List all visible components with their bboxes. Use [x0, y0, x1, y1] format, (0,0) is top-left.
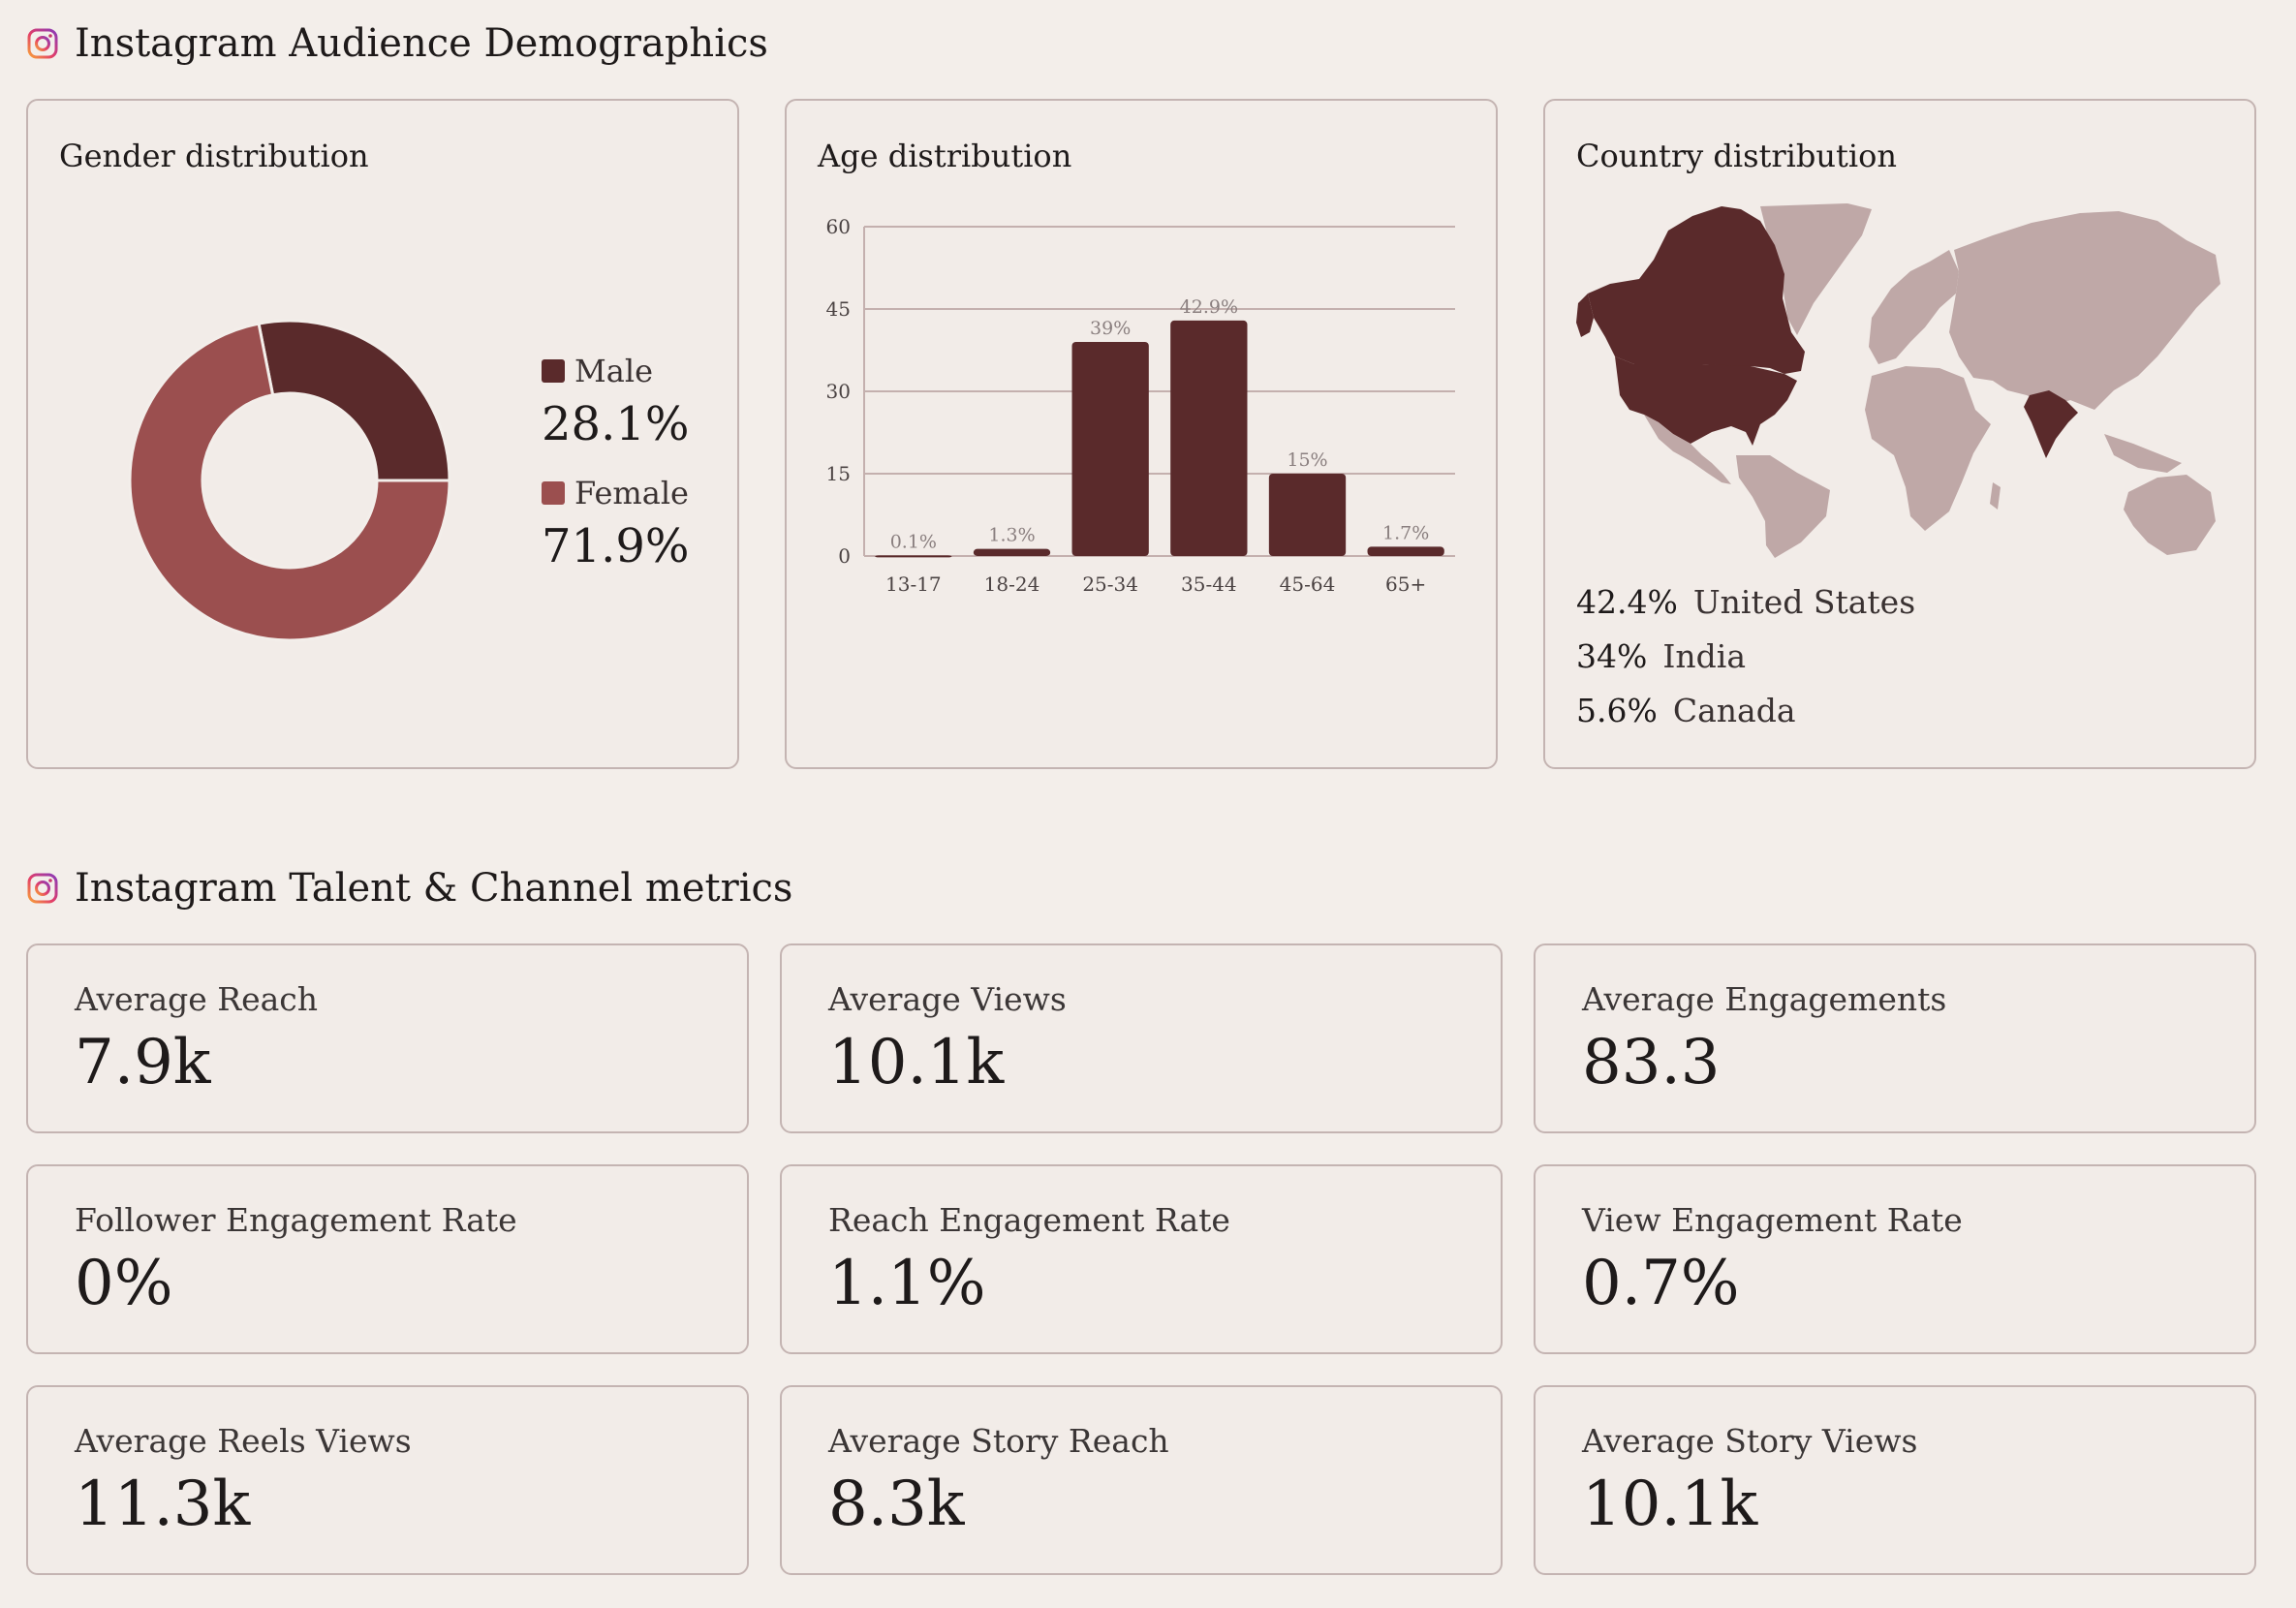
- metric-value: 10.1k: [828, 1027, 1005, 1098]
- metric-card-average-reels-views: Average Reels Views 11.3k: [26, 1385, 749, 1575]
- x-tick-label: 13-17: [885, 572, 942, 596]
- metric-card-average-engagements: Average Engagements 83.3: [1534, 943, 2256, 1133]
- country-list: 42.4% United States 34% India 5.6% Canad…: [1576, 583, 1915, 746]
- donut-slice-male: [257, 319, 451, 482]
- metric-value: 0.7%: [1582, 1248, 1740, 1319]
- map-indonesia: [2104, 434, 2182, 473]
- metric-label: Average Reach: [75, 980, 319, 1018]
- bar-data-label: 42.9%: [1180, 296, 1238, 318]
- country-percent: 34%: [1576, 637, 1648, 675]
- bar-35-44: [1170, 320, 1248, 556]
- age-card-title: Age distribution: [818, 138, 1072, 174]
- map-greenland: [1760, 203, 1872, 335]
- metric-card-average-reach: Average Reach 7.9k: [26, 943, 749, 1133]
- bar-18-24: [973, 548, 1051, 556]
- metric-label: Reach Engagement Rate: [828, 1201, 1230, 1239]
- map-mexico: [1644, 415, 1731, 484]
- bar-45-64: [1268, 474, 1347, 556]
- bar-data-label: 0.1%: [890, 531, 937, 552]
- map-africa: [1865, 366, 1991, 531]
- gender-legend: Male 28.1% Female 71.9%: [542, 353, 689, 597]
- x-tick-label: 25-34: [1082, 572, 1138, 596]
- metric-label: Average Engagements: [1582, 980, 1947, 1018]
- bar-data-label: 15%: [1287, 449, 1327, 471]
- age-bar-chart: 0 15 30 45 60 0.1% 13-17 1.3% 18-24 39% 25-34 42.9%…: [826, 215, 1455, 596]
- country-row: 34% India: [1576, 637, 1915, 692]
- bar-data-label: 1.7%: [1382, 522, 1429, 543]
- metric-card-average-story-views: Average Story Views 10.1k: [1534, 1385, 2256, 1575]
- instagram-icon: [27, 873, 58, 904]
- x-tick-label: 35-44: [1181, 572, 1237, 596]
- y-tick-label: 15: [826, 462, 851, 485]
- metric-label: Average Views: [828, 980, 1067, 1018]
- country-row: 42.4% United States: [1576, 583, 1915, 637]
- country-row: 5.6% Canada: [1576, 692, 1915, 746]
- metric-card-average-views: Average Views 10.1k: [780, 943, 1503, 1133]
- map-asia: [1949, 211, 2220, 410]
- country-card-title: Country distribution: [1576, 138, 1897, 174]
- metric-value: 10.1k: [1582, 1469, 1758, 1540]
- map-south-america: [1736, 455, 1830, 558]
- map-india: [2024, 390, 2078, 458]
- x-tick-label: 45-64: [1280, 572, 1336, 596]
- metric-card-follower-engagement-rate: Follower Engagement Rate 0%: [26, 1164, 749, 1354]
- legend-swatch-female: [542, 481, 565, 505]
- metric-label: Average Story Views: [1582, 1422, 1918, 1460]
- metric-value: 11.3k: [75, 1469, 251, 1540]
- gender-donut-chart: [128, 319, 451, 642]
- legend-label-male: Male: [574, 353, 654, 389]
- map-united-states: [1615, 356, 1797, 446]
- x-tick-label: 65+: [1385, 572, 1426, 596]
- country-percent: 42.4%: [1576, 583, 1678, 621]
- bar-13-17: [875, 555, 952, 558]
- gender-card-title: Gender distribution: [59, 138, 369, 174]
- map-alaska: [1576, 294, 1594, 337]
- legend-item-female: Female: [542, 475, 689, 511]
- instagram-icon: [27, 28, 58, 59]
- y-tick-label: 45: [826, 297, 851, 321]
- age-card: Age distribution 0 15 30 45 60 0.1% 13-17 1.3% 1…: [785, 99, 1498, 769]
- country-name: India: [1662, 637, 1747, 675]
- map-europe: [1869, 250, 1959, 364]
- metric-value: 0%: [75, 1248, 173, 1319]
- bar-25-34: [1071, 342, 1149, 556]
- metric-label: View Engagement Rate: [1582, 1201, 1963, 1239]
- map-madagascar: [1990, 482, 2001, 510]
- y-tick-label: 0: [838, 544, 851, 568]
- country-name: Canada: [1672, 692, 1796, 729]
- metrics-header: Instagram Talent & Channel metrics: [26, 866, 792, 911]
- metric-value: 7.9k: [75, 1027, 211, 1098]
- gender-card: Gender distribution Male 28.1% Female 71…: [26, 99, 739, 769]
- legend-value-male: 28.1%: [542, 397, 690, 451]
- legend-swatch-male: [542, 359, 565, 383]
- demographics-title: Instagram Audience Demographics: [75, 21, 768, 66]
- metric-label: Average Reels Views: [75, 1422, 412, 1460]
- world-map: [1576, 203, 2220, 558]
- legend-value-female: 71.9%: [542, 519, 690, 573]
- metric-label: Average Story Reach: [828, 1422, 1169, 1460]
- metric-value: 83.3: [1582, 1027, 1721, 1098]
- metric-card-view-engagement-rate: View Engagement Rate 0.7%: [1534, 1164, 2256, 1354]
- bar-data-label: 1.3%: [988, 525, 1035, 546]
- metric-value: 8.3k: [828, 1469, 965, 1540]
- y-tick-label: 30: [826, 380, 851, 403]
- map-australia: [2124, 475, 2216, 555]
- metric-label: Follower Engagement Rate: [75, 1201, 517, 1239]
- metric-value: 1.1%: [828, 1248, 986, 1319]
- legend-item-male: Male: [542, 353, 689, 389]
- donut-slice-female: [128, 322, 451, 642]
- y-tick-label: 60: [826, 215, 851, 238]
- metric-card-reach-engagement-rate: Reach Engagement Rate 1.1%: [780, 1164, 1503, 1354]
- country-percent: 5.6%: [1576, 692, 1658, 729]
- country-name: United States: [1692, 583, 1916, 621]
- legend-label-female: Female: [574, 475, 689, 511]
- country-card: Country distribution 42.4% United States: [1543, 99, 2256, 769]
- x-tick-label: 18-24: [984, 572, 1040, 596]
- metrics-title: Instagram Talent & Channel metrics: [75, 866, 793, 911]
- bar-65+: [1367, 546, 1444, 556]
- map-canada: [1588, 206, 1805, 374]
- demographics-header: Instagram Audience Demographics: [26, 21, 768, 66]
- bar-data-label: 39%: [1090, 318, 1131, 339]
- metric-card-average-story-reach: Average Story Reach 8.3k: [780, 1385, 1503, 1575]
